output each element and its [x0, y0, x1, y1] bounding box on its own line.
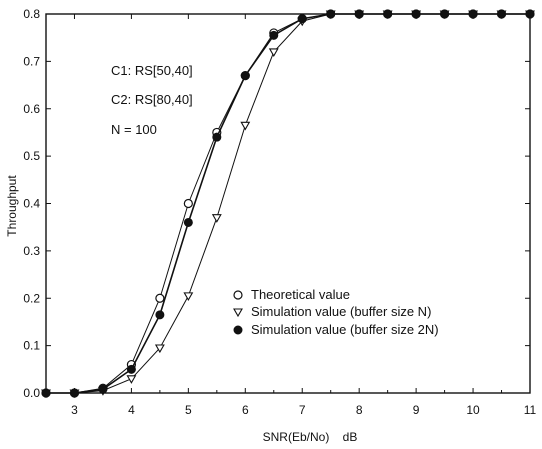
y-tick-label: 0.5	[23, 149, 40, 163]
data-point	[240, 121, 251, 131]
legend-item-theoretical: Theoretical value	[233, 287, 350, 302]
data-point	[69, 388, 79, 398]
data-point	[183, 217, 193, 227]
x-tick-label: 4	[128, 403, 135, 417]
legend-item-sim-n: Simulation value (buffer size N)	[233, 304, 431, 319]
annotation-n: N = 100	[111, 122, 157, 137]
y-tick-label: 0.0	[23, 386, 40, 400]
data-point	[98, 384, 108, 394]
data-point	[440, 9, 450, 19]
x-tick-label: 11	[524, 403, 537, 417]
annotations: C1: RS[50,40] C2: RS[80,40] N = 100	[111, 63, 193, 137]
series-line	[46, 13, 530, 394]
y-axis-label: Throughput	[5, 175, 19, 237]
x-tick-label: 9	[413, 403, 420, 417]
data-point	[525, 9, 535, 19]
legend-item-sim-2n: Simulation value (buffer size 2N)	[233, 322, 439, 337]
data-point	[211, 214, 222, 223]
data-point	[126, 375, 137, 384]
data-point	[126, 364, 136, 374]
data-point	[183, 292, 194, 301]
data-point	[183, 198, 193, 209]
data-point	[155, 310, 165, 320]
series-2	[41, 9, 535, 398]
data-point	[326, 9, 336, 19]
legend-label-sim-2n: Simulation value (buffer size 2N)	[251, 322, 439, 337]
data-point	[240, 71, 250, 81]
x-axis-label: SNR(Eb/No) dB	[263, 430, 358, 444]
y-tick-label: 0.6	[23, 102, 40, 116]
legend-label-theoretical: Theoretical value	[251, 287, 350, 302]
legend: Theoretical value Simulation value (buff…	[233, 287, 439, 337]
x-tick-label: 7	[299, 403, 306, 417]
data-point	[269, 30, 279, 40]
legend-label-sim-n: Simulation value (buffer size N)	[251, 304, 431, 319]
series-layer	[41, 9, 535, 399]
x-tick-label: 8	[356, 403, 363, 417]
x-tick-label: 3	[71, 403, 78, 417]
data-point	[268, 48, 279, 58]
data-point	[155, 293, 165, 303]
data-point	[468, 9, 478, 19]
x-tick-label: 6	[242, 403, 249, 417]
annotation-c1: C1: RS[50,40]	[111, 63, 193, 78]
data-point	[41, 388, 51, 398]
y-tick-label: 0.1	[23, 339, 40, 353]
data-point	[383, 9, 393, 19]
data-point	[297, 14, 307, 24]
data-point	[354, 9, 364, 19]
y-tick-label: 0.2	[23, 291, 40, 305]
annotation-c2: C2: RS[80,40]	[111, 92, 193, 107]
y-axis-ticks: 0.0 0.1 0.2 0.3 0.4 0.5 0.6 0.7 0.8	[23, 7, 530, 400]
y-tick-label: 0.7	[23, 54, 40, 68]
x-tick-label: 10	[466, 403, 480, 417]
y-tick-label: 0.4	[23, 197, 40, 211]
data-point	[154, 344, 165, 354]
y-tick-label: 0.8	[23, 7, 40, 21]
legend-marker	[233, 290, 243, 300]
x-tick-label: 5	[185, 403, 192, 417]
data-point	[497, 9, 507, 19]
legend-marker	[233, 325, 243, 335]
data-point	[411, 9, 421, 19]
data-point	[212, 132, 222, 142]
legend-marker	[233, 308, 243, 318]
y-tick-label: 0.3	[23, 244, 40, 258]
